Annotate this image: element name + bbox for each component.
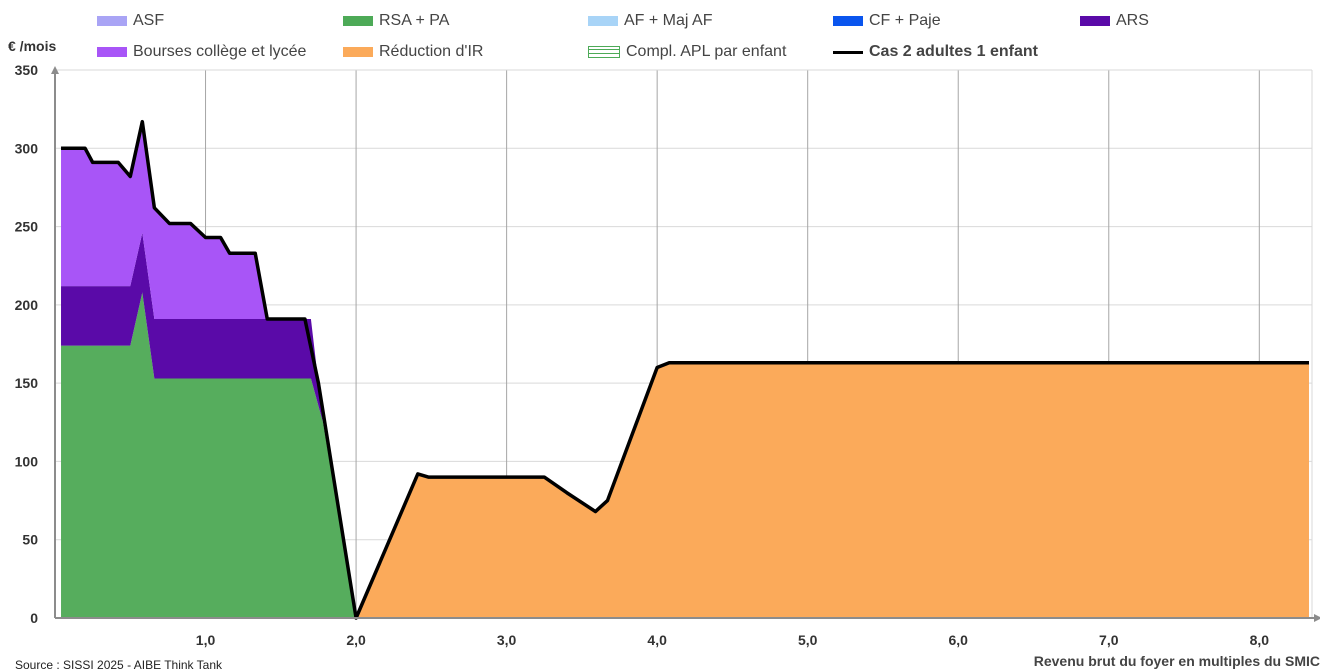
y-tick-label: 200	[15, 297, 39, 313]
x-tick-label: 3,0	[497, 632, 517, 648]
legend-swatch	[97, 16, 127, 26]
legend-swatch	[588, 16, 618, 26]
legend-swatch	[343, 47, 373, 57]
legend-label: ASF	[133, 12, 165, 29]
legend-label: Compl. APL par enfant	[626, 43, 787, 60]
legend-label: ARS	[1116, 12, 1149, 29]
y-tick-label: 250	[15, 219, 39, 235]
y-tick-label: 350	[15, 62, 39, 78]
legend-item: Réduction d'IR	[343, 43, 483, 61]
area-series	[356, 362, 1309, 618]
legend-item: Compl. APL par enfant	[588, 43, 786, 61]
area-series	[61, 121, 305, 319]
legend-line-swatch	[833, 50, 863, 54]
legend-item: ARS	[1080, 12, 1149, 30]
legend-label: CF + Paje	[869, 12, 941, 29]
legend-label: AF + Maj AF	[624, 12, 713, 29]
area-series	[61, 232, 323, 423]
y-tick-label: 50	[22, 532, 38, 548]
total-line	[61, 119, 1309, 620]
y-axis-label: € /mois	[8, 38, 57, 54]
y-tick-label: 150	[15, 375, 39, 391]
legend-item: Bourses collège et lycée	[97, 43, 306, 61]
legend-swatch	[343, 16, 373, 26]
legend-item: ASF	[97, 12, 164, 30]
legend-label: Cas 2 adultes 1 enfant	[869, 43, 1038, 60]
y-tick-label: 300	[15, 140, 39, 156]
legend-pattern-swatch	[588, 46, 620, 58]
legend-item: CF + Paje	[833, 12, 941, 30]
x-tick-label: 8,0	[1250, 632, 1270, 648]
legend-item: AF + Maj AF	[588, 12, 712, 30]
legend-label: Réduction d'IR	[379, 43, 484, 60]
x-tick-label: 2,0	[346, 632, 366, 648]
legend-swatch	[833, 16, 863, 26]
legend-item: RSA + PA	[343, 12, 449, 30]
legend-swatch	[97, 47, 127, 57]
area-series	[61, 292, 357, 618]
y-tick-label: 0	[30, 610, 38, 626]
source-note: Source : SISSI 2025 - AIBE Think Tank	[15, 658, 223, 672]
legend-item: Cas 2 adultes 1 enfant	[833, 43, 1038, 61]
x-tick-label: 6,0	[948, 632, 968, 648]
y-axis-arrow	[51, 66, 59, 74]
x-axis-arrow	[1314, 614, 1320, 622]
legend-label: Bourses collège et lycée	[133, 43, 307, 60]
x-tick-label: 4,0	[647, 632, 667, 648]
x-axis-label: Revenu brut du foyer en multiples du SMI…	[1033, 653, 1320, 669]
x-tick-label: 5,0	[798, 632, 818, 648]
x-tick-label: 1,0	[196, 632, 216, 648]
y-tick-label: 100	[15, 453, 39, 469]
legend-label: RSA + PA	[379, 12, 450, 29]
legend-swatch	[1080, 16, 1110, 26]
x-tick-label: 7,0	[1099, 632, 1119, 648]
